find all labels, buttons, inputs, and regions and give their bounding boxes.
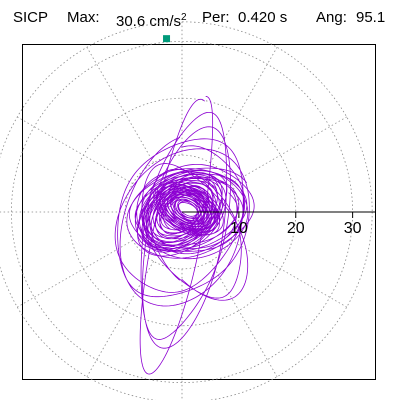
- orbit-loop-4: [141, 163, 249, 301]
- radial-tick-label-3: 30: [344, 220, 362, 237]
- angle-value: 95.1: [356, 9, 386, 26]
- radial-tick-label-1: 10: [230, 220, 248, 237]
- grid-spoke-330: [231, 240, 347, 308]
- period-value: 0.420 s: [238, 9, 288, 26]
- grid-ring-4: [0, 21, 373, 400]
- orbit-loop-7: [153, 181, 224, 237]
- grid-spoke-300: [210, 261, 278, 377]
- max-value: 30.6 cm/s2: [116, 9, 187, 31]
- polar-grid: [0, 21, 373, 400]
- max-amplitude-marker: [163, 35, 171, 43]
- grid-spoke-240: [86, 261, 154, 377]
- radial-axis: [182, 211, 375, 218]
- particle-motion-orbit: [114, 96, 255, 375]
- orbit-loop-2: [140, 111, 231, 349]
- radial-tick-label-2: 20: [287, 220, 305, 237]
- orbit-loop-3: [114, 136, 250, 307]
- grid-spoke-30: [231, 116, 347, 184]
- plot-frame: [22, 44, 376, 380]
- max-marker-layer: [163, 35, 171, 43]
- chart-header: SICP Max: 30.6 cm/s2 Per: 0.420 s Ang: 9…: [0, 0, 400, 44]
- max-label: Max:: [67, 9, 100, 26]
- grid-spoke-210: [17, 240, 133, 308]
- period-label: Per:: [202, 9, 230, 26]
- angle-label: Ang:: [316, 9, 347, 26]
- grid-spoke-60: [210, 47, 278, 163]
- max-unit-exponent: 2: [181, 12, 187, 23]
- max-value-text: 30.6 cm/s: [116, 13, 182, 30]
- radial-tick-labels: 10 20 30: [230, 220, 362, 237]
- station-code: SICP: [13, 9, 49, 26]
